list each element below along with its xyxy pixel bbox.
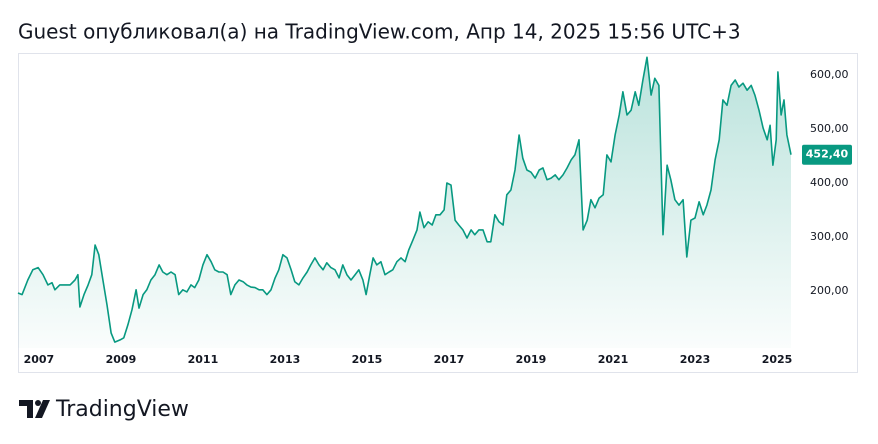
area <box>18 57 791 349</box>
x-tick-label: 2011 <box>188 353 219 366</box>
x-tick-label: 2007 <box>24 353 55 366</box>
x-tick-label: 2019 <box>516 353 547 366</box>
x-tick-label: 2021 <box>598 353 629 366</box>
y-tick-label: 500,00 <box>810 122 849 135</box>
price-line <box>17 56 792 343</box>
brand-name: TradingView <box>55 397 189 422</box>
chart-frame <box>18 53 858 373</box>
x-tick-label: 2023 <box>680 353 711 366</box>
last-price-box <box>802 144 852 165</box>
chart-title: Guest опубликовал(а) на TradingView.com,… <box>18 20 741 44</box>
y-tick-label: 600,00 <box>810 68 849 81</box>
x-tick-label: 2017 <box>434 353 465 366</box>
last-price-label: 452,40 <box>806 148 849 161</box>
y-tick-label: 300,00 <box>810 230 849 243</box>
x-tick-label: 2025 <box>762 353 793 366</box>
y-tick-label: 200,00 <box>810 284 849 297</box>
y-tick-label: 400,00 <box>810 176 849 189</box>
x-tick-label: 2009 <box>106 353 137 366</box>
brand-logo <box>19 400 50 418</box>
x-tick-label: 2015 <box>352 353 383 366</box>
x-tick-label: 2013 <box>270 353 301 366</box>
